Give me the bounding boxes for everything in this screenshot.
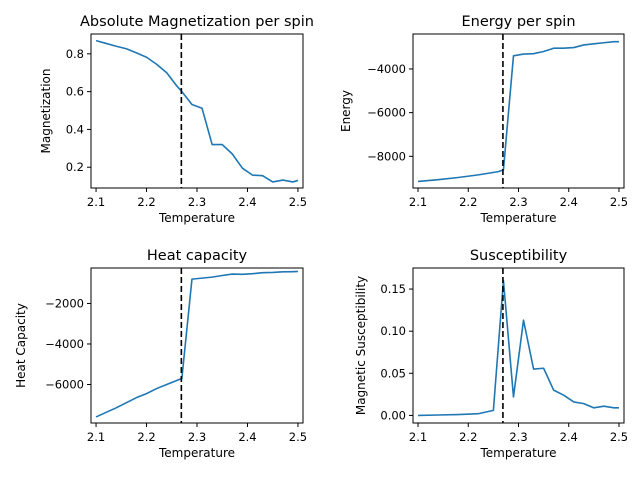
y-tick-label: 0.6 [66, 85, 84, 99]
x-tick-label: 2.1 [87, 430, 105, 444]
x-axis-label: Temperature [479, 446, 556, 460]
y-tick-label: −4000 [45, 337, 84, 351]
panel-3: 2.1 2.2 2.3 2.4 2.5 −6000 −4000 −2000 Heat capac… [14, 248, 307, 460]
axes-frame [90, 33, 304, 189]
x-tick-label: 2.3 [188, 430, 206, 444]
y-tick-label: 0.10 [380, 324, 406, 338]
x-tick-label: 2.2 [459, 430, 477, 444]
x-tick-label: 2.1 [409, 430, 427, 444]
y-tick-label: −2000 [45, 296, 84, 310]
x-axis-label: Temperature [158, 211, 235, 225]
y-tick-label: 0.8 [66, 47, 84, 61]
panel-4: 2.1 2.2 2.3 2.4 2.5 0.00 0.05 0.10 0.15 Susceptib… [354, 248, 628, 460]
x-tick-label: 2.3 [509, 430, 527, 444]
y-axis-label: Energy [339, 90, 353, 132]
data-series-line [417, 40, 619, 183]
y-axis-label: Magnetization [39, 69, 53, 154]
y-tick-label: −8000 [367, 149, 406, 163]
x-axis-label: Temperature [158, 446, 235, 460]
panel-title: Absolute Magnetization per spin [80, 14, 314, 30]
y-tick-label: 0.2 [66, 160, 84, 174]
y-tick-label: 0.15 [380, 282, 406, 296]
y-tick-label: −4000 [367, 62, 406, 76]
y-tick-label: 0.4 [66, 122, 84, 136]
x-tick-label: 2.4 [560, 430, 578, 444]
axes-frame [412, 33, 625, 189]
x-tick-label: 2.3 [188, 195, 206, 209]
axes-frame [90, 267, 304, 424]
panel-2: 2.1 2.2 2.3 2.4 2.5 −8000 −6000 −4000 Energy per… [339, 14, 628, 225]
x-tick-label: 2.3 [509, 195, 527, 209]
y-tick-label: −6000 [45, 378, 84, 392]
data-series-line [418, 279, 619, 417]
y-axis-label: Magnetic Susceptibility [354, 276, 368, 415]
x-tick-label: 2.2 [137, 430, 155, 444]
x-tick-label: 2.1 [87, 195, 105, 209]
y-tick-label: −6000 [367, 106, 406, 120]
panel-title: Susceptibility [470, 248, 568, 264]
x-axis-label: Temperature [479, 211, 556, 225]
x-tick-label: 2.1 [409, 195, 427, 209]
panel-1: 2.1 2.2 2.3 2.4 2.5 0.2 0.4 0.6 0.8 Absolute Magn… [39, 14, 314, 225]
y-tick-label: 0.05 [380, 366, 406, 380]
panel-title: Heat capacity [147, 248, 248, 264]
x-tick-label: 2.5 [289, 430, 307, 444]
panel-title: Energy per spin [461, 14, 575, 30]
x-tick-label: 2.5 [610, 430, 628, 444]
y-tick-label: 0.00 [380, 408, 406, 422]
x-tick-label: 2.4 [238, 430, 256, 444]
x-tick-label: 2.5 [610, 195, 628, 209]
y-axis-label: Heat Capacity [14, 303, 28, 388]
x-tick-label: 2.5 [289, 195, 307, 209]
x-tick-label: 2.2 [459, 195, 477, 209]
data-series-line [95, 39, 299, 183]
x-tick-label: 2.2 [137, 195, 155, 209]
x-tick-label: 2.4 [560, 195, 578, 209]
axes-frame [412, 267, 625, 424]
data-series-line [95, 270, 298, 418]
x-tick-label: 2.4 [238, 195, 256, 209]
